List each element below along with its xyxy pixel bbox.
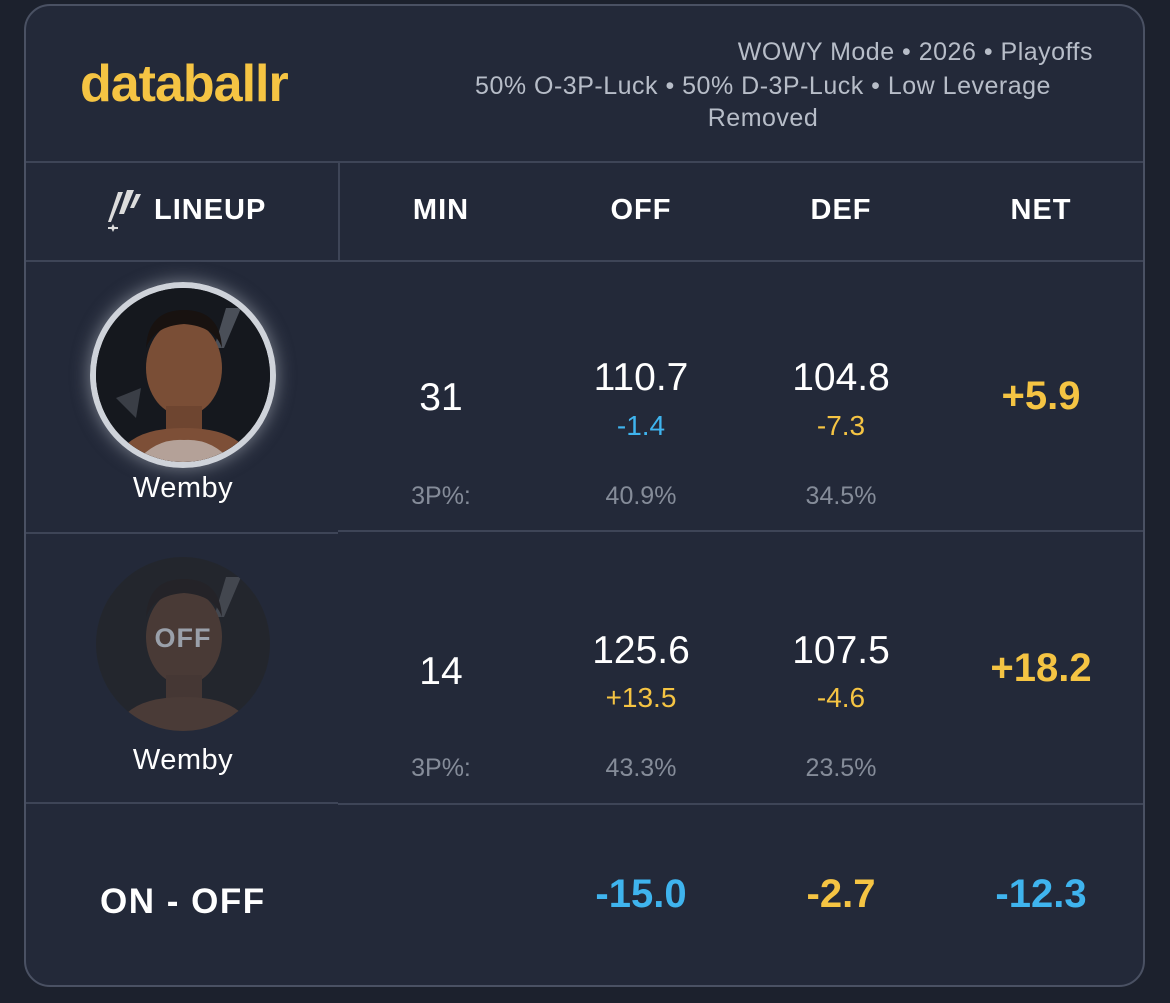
def-diff: -4.6 xyxy=(816,682,866,713)
off-status-tag: OFF xyxy=(154,623,212,653)
divider xyxy=(26,260,1143,262)
filter-line-1: WOWY Mode • 2026 • Playoffs xyxy=(737,38,1093,66)
header-lineup: LINEUP xyxy=(154,194,267,226)
off-rating: 110.7 xyxy=(593,356,689,399)
player-avatar-off: OFF xyxy=(96,557,270,731)
3p-label: 3P%: xyxy=(411,754,471,782)
brand-logo: databallr xyxy=(80,55,289,113)
off-rating: 125.6 xyxy=(592,629,690,672)
def-3p-pct: 23.5% xyxy=(805,754,877,782)
header-off: OFF xyxy=(610,194,672,226)
min-value: 14 xyxy=(419,650,463,693)
def-diff: -7.3 xyxy=(816,410,866,441)
player-avatar xyxy=(90,282,276,468)
def-3p-pct: 34.5% xyxy=(805,482,877,510)
def-rating: 104.8 xyxy=(792,356,890,399)
spurs-icon xyxy=(104,188,144,232)
3p-label: 3P%: xyxy=(411,482,471,510)
divider xyxy=(338,530,1143,532)
net-rating: +18.2 xyxy=(990,646,1092,690)
def-rating: 107.5 xyxy=(792,629,890,672)
divider xyxy=(26,802,338,804)
on-off-off-diff: -15.0 xyxy=(595,872,687,916)
off-diff: +13.5 xyxy=(605,682,677,713)
divider xyxy=(26,161,1143,163)
wowy-card: databallr WOWY Mode • 2026 • Playoffs 50… xyxy=(24,4,1145,987)
filter-summary: WOWY Mode • 2026 • Playoffs 50% O-3P-Luc… xyxy=(393,34,1093,134)
header-min: MIN xyxy=(412,194,470,226)
filter-line-2: 50% O-3P-Luck • 50% D-3P-Luck • Low Leve… xyxy=(475,72,1051,100)
divider xyxy=(338,163,340,260)
on-off-net-diff: -12.3 xyxy=(995,872,1087,916)
divider xyxy=(338,803,1143,805)
filter-line-3: Removed xyxy=(707,104,819,132)
header-def: DEF xyxy=(810,194,872,226)
net-rating: +5.9 xyxy=(1001,374,1081,418)
off-diff: -1.4 xyxy=(616,410,666,441)
min-value: 31 xyxy=(419,376,463,419)
player-name: Wemby xyxy=(132,744,234,776)
off-3p-pct: 40.9% xyxy=(605,482,677,510)
divider xyxy=(26,532,338,534)
on-off-def-diff: -2.7 xyxy=(806,872,876,916)
player-name: Wemby xyxy=(132,472,234,504)
on-off-label: ON - OFF xyxy=(100,882,266,921)
off-3p-pct: 43.3% xyxy=(605,754,677,782)
header-net: NET xyxy=(1010,194,1072,226)
